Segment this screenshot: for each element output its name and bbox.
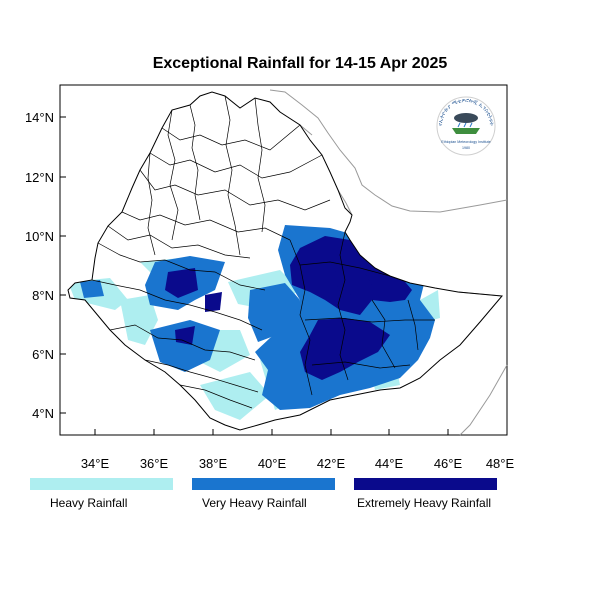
y-tick-label: 12°N <box>25 170 54 185</box>
x-tick-label: 38°E <box>199 456 228 471</box>
extremely-heavy-rainfall-areas <box>165 236 412 380</box>
x-tick-label: 48°E <box>486 456 515 471</box>
y-tick-labels: 14°N 12°N 10°N 8°N 6°N 4°N <box>25 110 54 421</box>
x-tick-label: 44°E <box>375 456 404 471</box>
x-tick-label: 34°E <box>81 456 110 471</box>
landscape-icon <box>452 128 480 134</box>
institute-logo: የኢትዮጵያ ሜቴዎሮሎጂ ኢንስቲትዩት Ethiopian Meteorol… <box>436 96 496 156</box>
plot-frame <box>59 84 508 436</box>
legend-swatch-extremely-heavy <box>354 478 497 490</box>
x-tick-label: 40°E <box>258 456 287 471</box>
y-tick-label: 8°N <box>32 288 54 303</box>
admin-boundaries <box>91 95 435 409</box>
y-tick-label: 10°N <box>25 229 54 244</box>
x-tick-label: 46°E <box>434 456 463 471</box>
x-tick-label: 42°E <box>317 456 346 471</box>
axis-ticks <box>60 116 508 435</box>
legend-label-extremely-heavy: Extremely Heavy Rainfall <box>357 496 492 510</box>
cloud-icon <box>454 113 478 123</box>
map-title: Exceptional Rainfall for 14-15 Apr 2025 <box>152 55 448 72</box>
ethiopia-border <box>67 91 504 431</box>
legend-swatch-very-heavy <box>192 478 335 490</box>
y-tick-label: 6°N <box>32 347 54 362</box>
legend-label-heavy: Heavy Rainfall <box>50 496 128 510</box>
y-tick-label: 14°N <box>25 110 54 125</box>
x-tick-label: 36°E <box>140 456 169 471</box>
logo-year: 1980 <box>462 146 470 150</box>
legend-swatch-heavy <box>30 478 173 490</box>
y-tick-label: 4°N <box>32 406 54 421</box>
x-tick-labels: 34°E 36°E 38°E 40°E 42°E 44°E 46°E 48°E <box>81 456 515 471</box>
logo-bottom-text: Ethiopian Meteorology Institute <box>441 140 490 144</box>
legend-label-very-heavy: Very Heavy Rainfall <box>202 496 307 510</box>
